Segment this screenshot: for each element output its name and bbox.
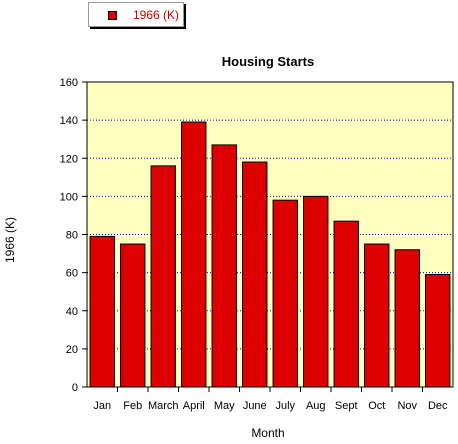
y-axis-label: 1966 (K) bbox=[3, 217, 17, 263]
bar bbox=[211, 144, 237, 388]
x-tick-label: July bbox=[275, 400, 295, 412]
x-tick-label: Nov bbox=[397, 400, 417, 412]
bars bbox=[89, 121, 451, 388]
x-axis: Jan Feb March April May June July Aug Sept Oct Nov… bbox=[93, 387, 448, 412]
bar bbox=[150, 165, 176, 388]
x-tick-label: March bbox=[148, 400, 179, 412]
x-tick-label: Dec bbox=[428, 400, 448, 412]
bar bbox=[89, 235, 115, 388]
x-tick-label: Jan bbox=[93, 400, 111, 412]
bar bbox=[242, 161, 268, 388]
x-tick-label: June bbox=[243, 400, 267, 412]
y-tick-label: 40 bbox=[66, 306, 78, 318]
y-axis: 0 20 40 60 80 100 120 140 160 bbox=[60, 77, 87, 394]
y-tick-label: 80 bbox=[66, 230, 78, 242]
x-axis-label: Month bbox=[251, 426, 284, 440]
bar bbox=[181, 121, 207, 388]
chart-title: Housing Starts bbox=[222, 54, 314, 69]
x-tick-label: April bbox=[183, 400, 205, 412]
x-tick-label: Feb bbox=[123, 400, 142, 412]
bar bbox=[272, 199, 298, 388]
x-tick-label: Sept bbox=[335, 400, 358, 412]
x-tick-label: Oct bbox=[368, 400, 385, 412]
grid-lines bbox=[87, 119, 453, 350]
bar bbox=[364, 243, 390, 388]
y-tick-label: 0 bbox=[72, 382, 78, 394]
x-tick-label: Aug bbox=[306, 400, 326, 412]
bar bbox=[394, 249, 420, 388]
y-tick-label: 100 bbox=[60, 191, 78, 203]
bar bbox=[333, 220, 359, 388]
y-tick-label: 160 bbox=[60, 77, 78, 89]
legend: 1966 (K) bbox=[88, 2, 184, 27]
legend-swatch bbox=[108, 11, 117, 20]
bar bbox=[425, 274, 451, 388]
y-tick-label: 120 bbox=[60, 153, 78, 165]
bar bbox=[120, 243, 146, 388]
y-tick-label: 20 bbox=[66, 344, 78, 356]
legend-label: 1966 (K) bbox=[133, 8, 180, 22]
y-tick-label: 140 bbox=[60, 115, 78, 127]
y-tick-label: 60 bbox=[66, 268, 78, 280]
bar bbox=[303, 195, 329, 388]
x-tick-label: May bbox=[214, 400, 235, 412]
